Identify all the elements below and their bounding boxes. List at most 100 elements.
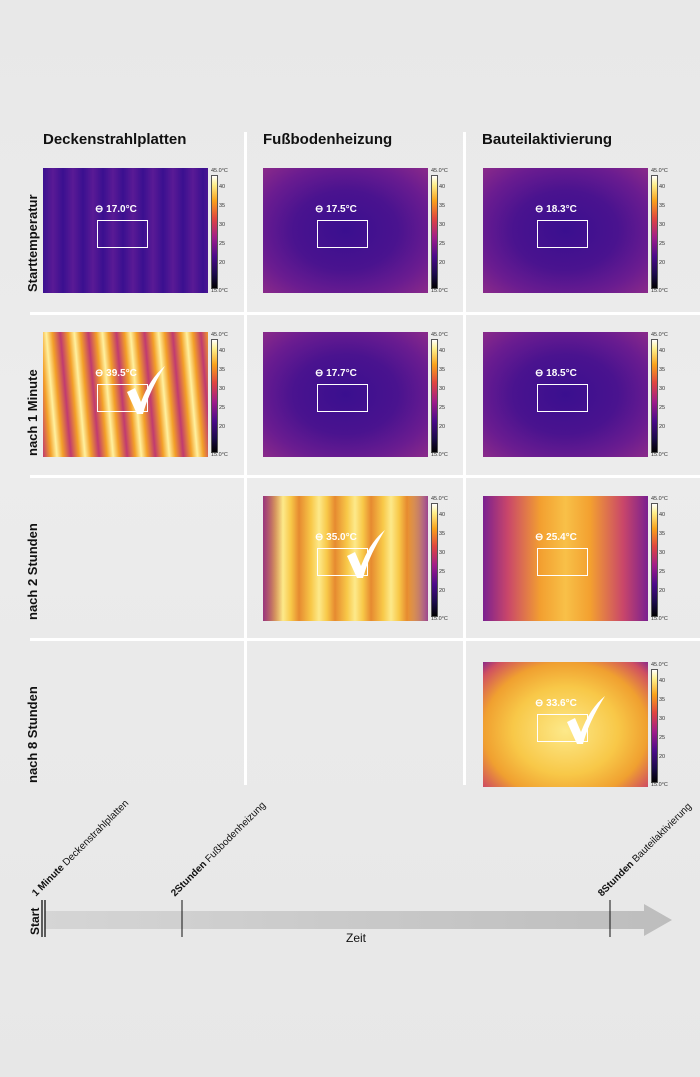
scale-tick-label: 35 — [659, 367, 666, 373]
measured-temperature: ⊖ 39.5°C — [95, 368, 137, 379]
temperature-color-scale — [211, 175, 218, 289]
thermal-image-r0c0: ⊖ 17.0°C 45.0°C 40 35 30 25 20 15.0°C — [43, 168, 228, 294]
scale-max-label: 45.0°C — [651, 496, 668, 502]
checkmark-icon — [347, 530, 385, 578]
scale-tick-label: 35 — [439, 367, 446, 373]
row-title-starttemperatur: Starttemperatur — [25, 194, 40, 292]
scale-max-label: 45.0°C — [431, 332, 448, 338]
measurement-area-box — [537, 220, 588, 248]
temperature-color-scale — [651, 503, 658, 617]
column-title-fussbodenheizung: Fußbodenheizung — [263, 131, 393, 148]
row-title-nach-2-stunden: nach 2 Stunden — [25, 523, 40, 620]
measured-temperature: ⊖ 35.0°C — [315, 532, 357, 543]
measured-temperature: ⊖ 33.6°C — [535, 698, 577, 709]
scale-tick-label: 40 — [439, 512, 446, 518]
measurement-area-box — [537, 384, 588, 412]
temperature-color-scale — [651, 669, 658, 783]
measurement-area-box — [317, 220, 368, 248]
measurement-area-box — [317, 384, 368, 412]
scale-tick-label: 20 — [219, 260, 226, 266]
scale-tick-label: 40 — [659, 678, 666, 684]
thermal-image-heatmap — [483, 332, 648, 457]
measurement-area-box — [97, 220, 148, 248]
scale-tick-label: 35 — [219, 203, 226, 209]
scale-tick-label: 30 — [439, 386, 446, 392]
timeline-marker-label: Bauteilaktivierung — [630, 801, 695, 865]
scale-max-label: 45.0°C — [431, 168, 448, 174]
temperature-color-scale — [651, 339, 658, 453]
scale-tick-label: 35 — [219, 367, 226, 373]
scale-min-label: 15.0°C — [431, 288, 448, 294]
grid-divider — [30, 475, 700, 478]
scale-tick-label: 35 — [439, 531, 446, 537]
checkmark-icon — [127, 366, 165, 414]
scale-tick-label: 40 — [439, 184, 446, 190]
column-title-deckenstrahlplatten: Deckenstrahlplatten — [43, 131, 187, 148]
thermal-image-heatmap — [263, 496, 428, 621]
timeline-start-label: Start — [28, 907, 42, 935]
measured-temperature: ⊖ 18.3°C — [535, 204, 577, 215]
scale-tick-label: 35 — [439, 203, 446, 209]
row-title-nach-1-minute: nach 1 Minute — [25, 369, 40, 456]
scale-tick-label: 35 — [659, 531, 666, 537]
scale-tick-label: 40 — [659, 184, 666, 190]
scale-tick-label: 30 — [659, 550, 666, 556]
scale-min-label: 15.0°C — [431, 452, 448, 458]
temperature-color-scale — [431, 339, 438, 453]
scale-tick-label: 40 — [219, 348, 226, 354]
scale-tick-label: 20 — [659, 588, 666, 594]
checkmark-icon — [567, 696, 605, 744]
timeline-arrow — [41, 900, 672, 937]
grid-divider — [463, 132, 466, 785]
scale-min-label: 15.0°C — [651, 782, 668, 788]
scale-tick-label: 40 — [219, 184, 226, 190]
scale-tick-label: 25 — [439, 569, 446, 575]
scale-tick-label: 25 — [219, 405, 226, 411]
measured-temperature: ⊖ 17.7°C — [315, 368, 357, 379]
scale-tick-label: 20 — [659, 754, 666, 760]
scale-max-label: 45.0°C — [651, 662, 668, 668]
scale-tick-label: 25 — [659, 569, 666, 575]
scale-tick-label: 20 — [219, 424, 226, 430]
scale-min-label: 15.0°C — [651, 288, 668, 294]
measured-temperature: ⊖ 17.5°C — [315, 204, 357, 215]
thermal-image-r1c2: ⊖ 18.5°C 45.0°C 40 35 30 25 20 15.0°C — [483, 332, 668, 458]
scale-tick-label: 30 — [219, 386, 226, 392]
thermal-image-heatmap — [483, 496, 648, 621]
scale-min-label: 15.0°C — [651, 616, 668, 622]
measurement-area-box — [537, 548, 588, 576]
timeline-marker-label: Deckenstrahlplatten — [60, 798, 132, 869]
thermal-image-r0c2: ⊖ 18.3°C 45.0°C 40 35 30 25 20 15.0°C — [483, 168, 668, 294]
scale-tick-label: 30 — [219, 222, 226, 228]
thermal-image-r2c2: ⊖ 25.4°C 45.0°C 40 35 30 25 20 15.0°C — [483, 496, 668, 622]
measured-temperature: ⊖ 17.0°C — [95, 204, 137, 215]
scale-tick-label: 35 — [659, 203, 666, 209]
scale-tick-label: 25 — [219, 241, 226, 247]
scale-min-label: 15.0°C — [211, 452, 228, 458]
scale-tick-label: 20 — [659, 260, 666, 266]
scale-min-label: 15.0°C — [431, 616, 448, 622]
scale-tick-label: 20 — [439, 424, 446, 430]
scale-max-label: 45.0°C — [211, 332, 228, 338]
scale-tick-label: 30 — [659, 716, 666, 722]
temperature-color-scale — [211, 339, 218, 453]
scale-tick-label: 35 — [659, 697, 666, 703]
scale-tick-label: 30 — [439, 550, 446, 556]
scale-tick-label: 20 — [439, 260, 446, 266]
scale-tick-label: 25 — [659, 405, 666, 411]
thermal-image-r1c1: ⊖ 17.7°C 45.0°C 40 35 30 25 20 15.0°C — [263, 332, 448, 458]
temperature-color-scale — [431, 503, 438, 617]
scale-tick-label: 25 — [659, 735, 666, 741]
timeline-axis-label: Zeit — [346, 931, 367, 945]
scale-max-label: 45.0°C — [651, 332, 668, 338]
thermal-image-r3c2: ⊖ 33.6°C 45.0°C 40 35 30 25 20 15.0°C — [483, 662, 668, 788]
thermal-image-heatmap — [483, 662, 648, 787]
grid-divider — [30, 638, 700, 641]
scale-tick-label: 30 — [659, 386, 666, 392]
thermal-image-heatmap — [43, 168, 208, 293]
scale-tick-label: 30 — [439, 222, 446, 228]
scale-tick-label: 20 — [439, 588, 446, 594]
measured-temperature: ⊖ 25.4°C — [535, 532, 577, 543]
thermal-image-heatmap — [263, 168, 428, 293]
scale-tick-label: 20 — [659, 424, 666, 430]
